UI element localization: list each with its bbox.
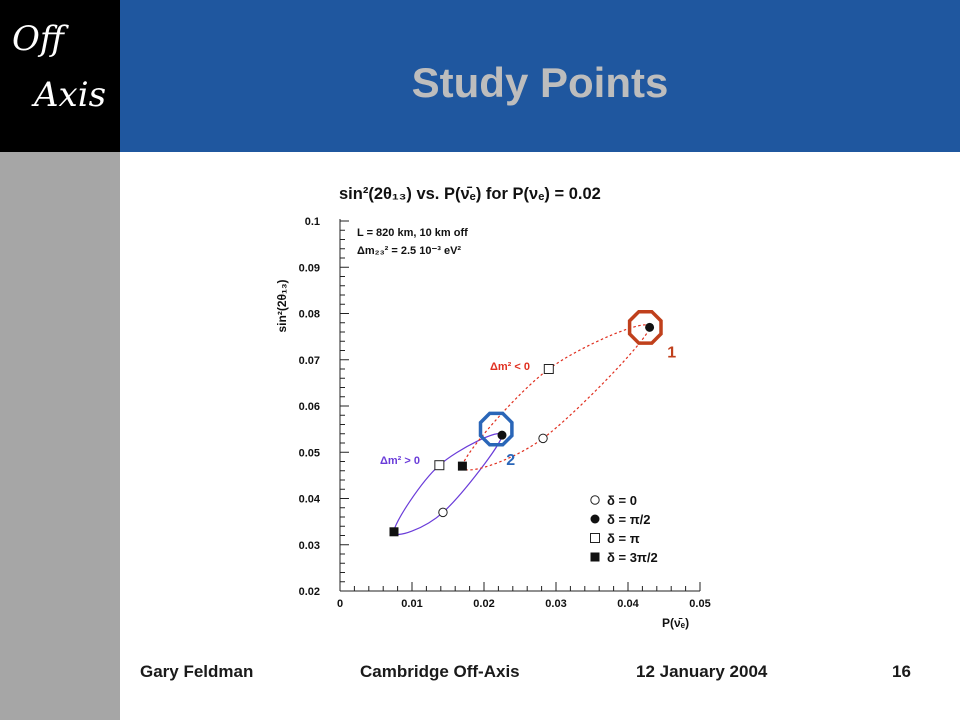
data-point-inverted [538,433,548,444]
info-text-line: Δm₂₃² = 2.5 10⁻³ eV² [357,245,461,257]
footer-page-number: 16 [892,662,911,681]
legend-label: δ = π [607,531,640,546]
y-tick-label: 0.07 [299,355,320,367]
study-point-octagon-1 [627,309,663,345]
data-point-inverted [645,322,655,332]
study-point-label-1: 1 [667,344,676,361]
legend-marker [590,495,600,505]
data-point-normal [389,527,399,537]
legend-label: δ = 3π/2 [607,550,658,565]
y-tick-label: 0.03 [299,540,320,552]
legend-label: δ = 0 [607,493,637,508]
data-point-inverted [543,364,554,374]
data-point-normal [497,430,507,440]
inverted-hierarchy-curve [461,324,651,471]
data-point-normal [438,507,448,518]
x-tick-label: 0.05 [689,598,710,610]
data-point-inverted [457,461,467,471]
x-tick-label: 0.01 [401,598,422,610]
x-tick-label: 0.02 [473,598,494,610]
y-axis-label: sin²(2θ₁₃) [275,279,289,332]
logo-text-off: Off [12,19,64,59]
y-tick-label: 0.04 [299,494,321,506]
footer-author: Gary Feldman [140,662,254,681]
study-point-label-2: 2 [506,452,515,469]
legend-label: δ = π/2 [607,512,651,527]
legend-marker [590,533,600,543]
legend-marker [590,552,600,562]
study-point-octagon-2 [478,411,514,447]
normal-hierarchy-curve [393,433,503,535]
y-tick-label: 0.06 [299,401,320,413]
y-tick-label: 0.05 [299,447,320,459]
header-band [120,0,960,152]
data-point-normal [434,460,445,471]
chart: sin²(2θ₁₃) vs. P(ν̄ₑ) for P(νₑ) = 0.02 0 0… [275,185,711,630]
footer-talk-title: Cambridge Off-Axis [360,662,520,681]
slide-title: Study Points [411,59,669,106]
x-tick-label: 0 [337,598,343,610]
series-label: Δm² < 0 [490,361,530,373]
y-tick-label: 0.02 [299,586,320,598]
logo-text-axis: Axis [34,75,107,115]
y-tick-label: 0.08 [299,309,320,321]
series-label: Δm² > 0 [380,455,420,467]
off-axis-logo: Off Axis [0,0,120,152]
footer-date: 12 January 2004 [636,662,768,681]
x-tick-label: 0.03 [545,598,566,610]
x-axis-label: P(ν̄ₑ) [662,616,689,630]
info-text-line: L = 820 km, 10 km off [357,227,468,239]
y-tick-label: 0.1 [305,216,320,228]
x-tick-label: 0.04 [617,598,639,610]
left-sidebar-bar [0,152,120,720]
y-tick-label: 0.09 [299,262,320,274]
chart-title: sin²(2θ₁₃) vs. P(ν̄ₑ) for P(νₑ) = 0.02 [339,185,601,203]
legend-marker [590,514,600,524]
